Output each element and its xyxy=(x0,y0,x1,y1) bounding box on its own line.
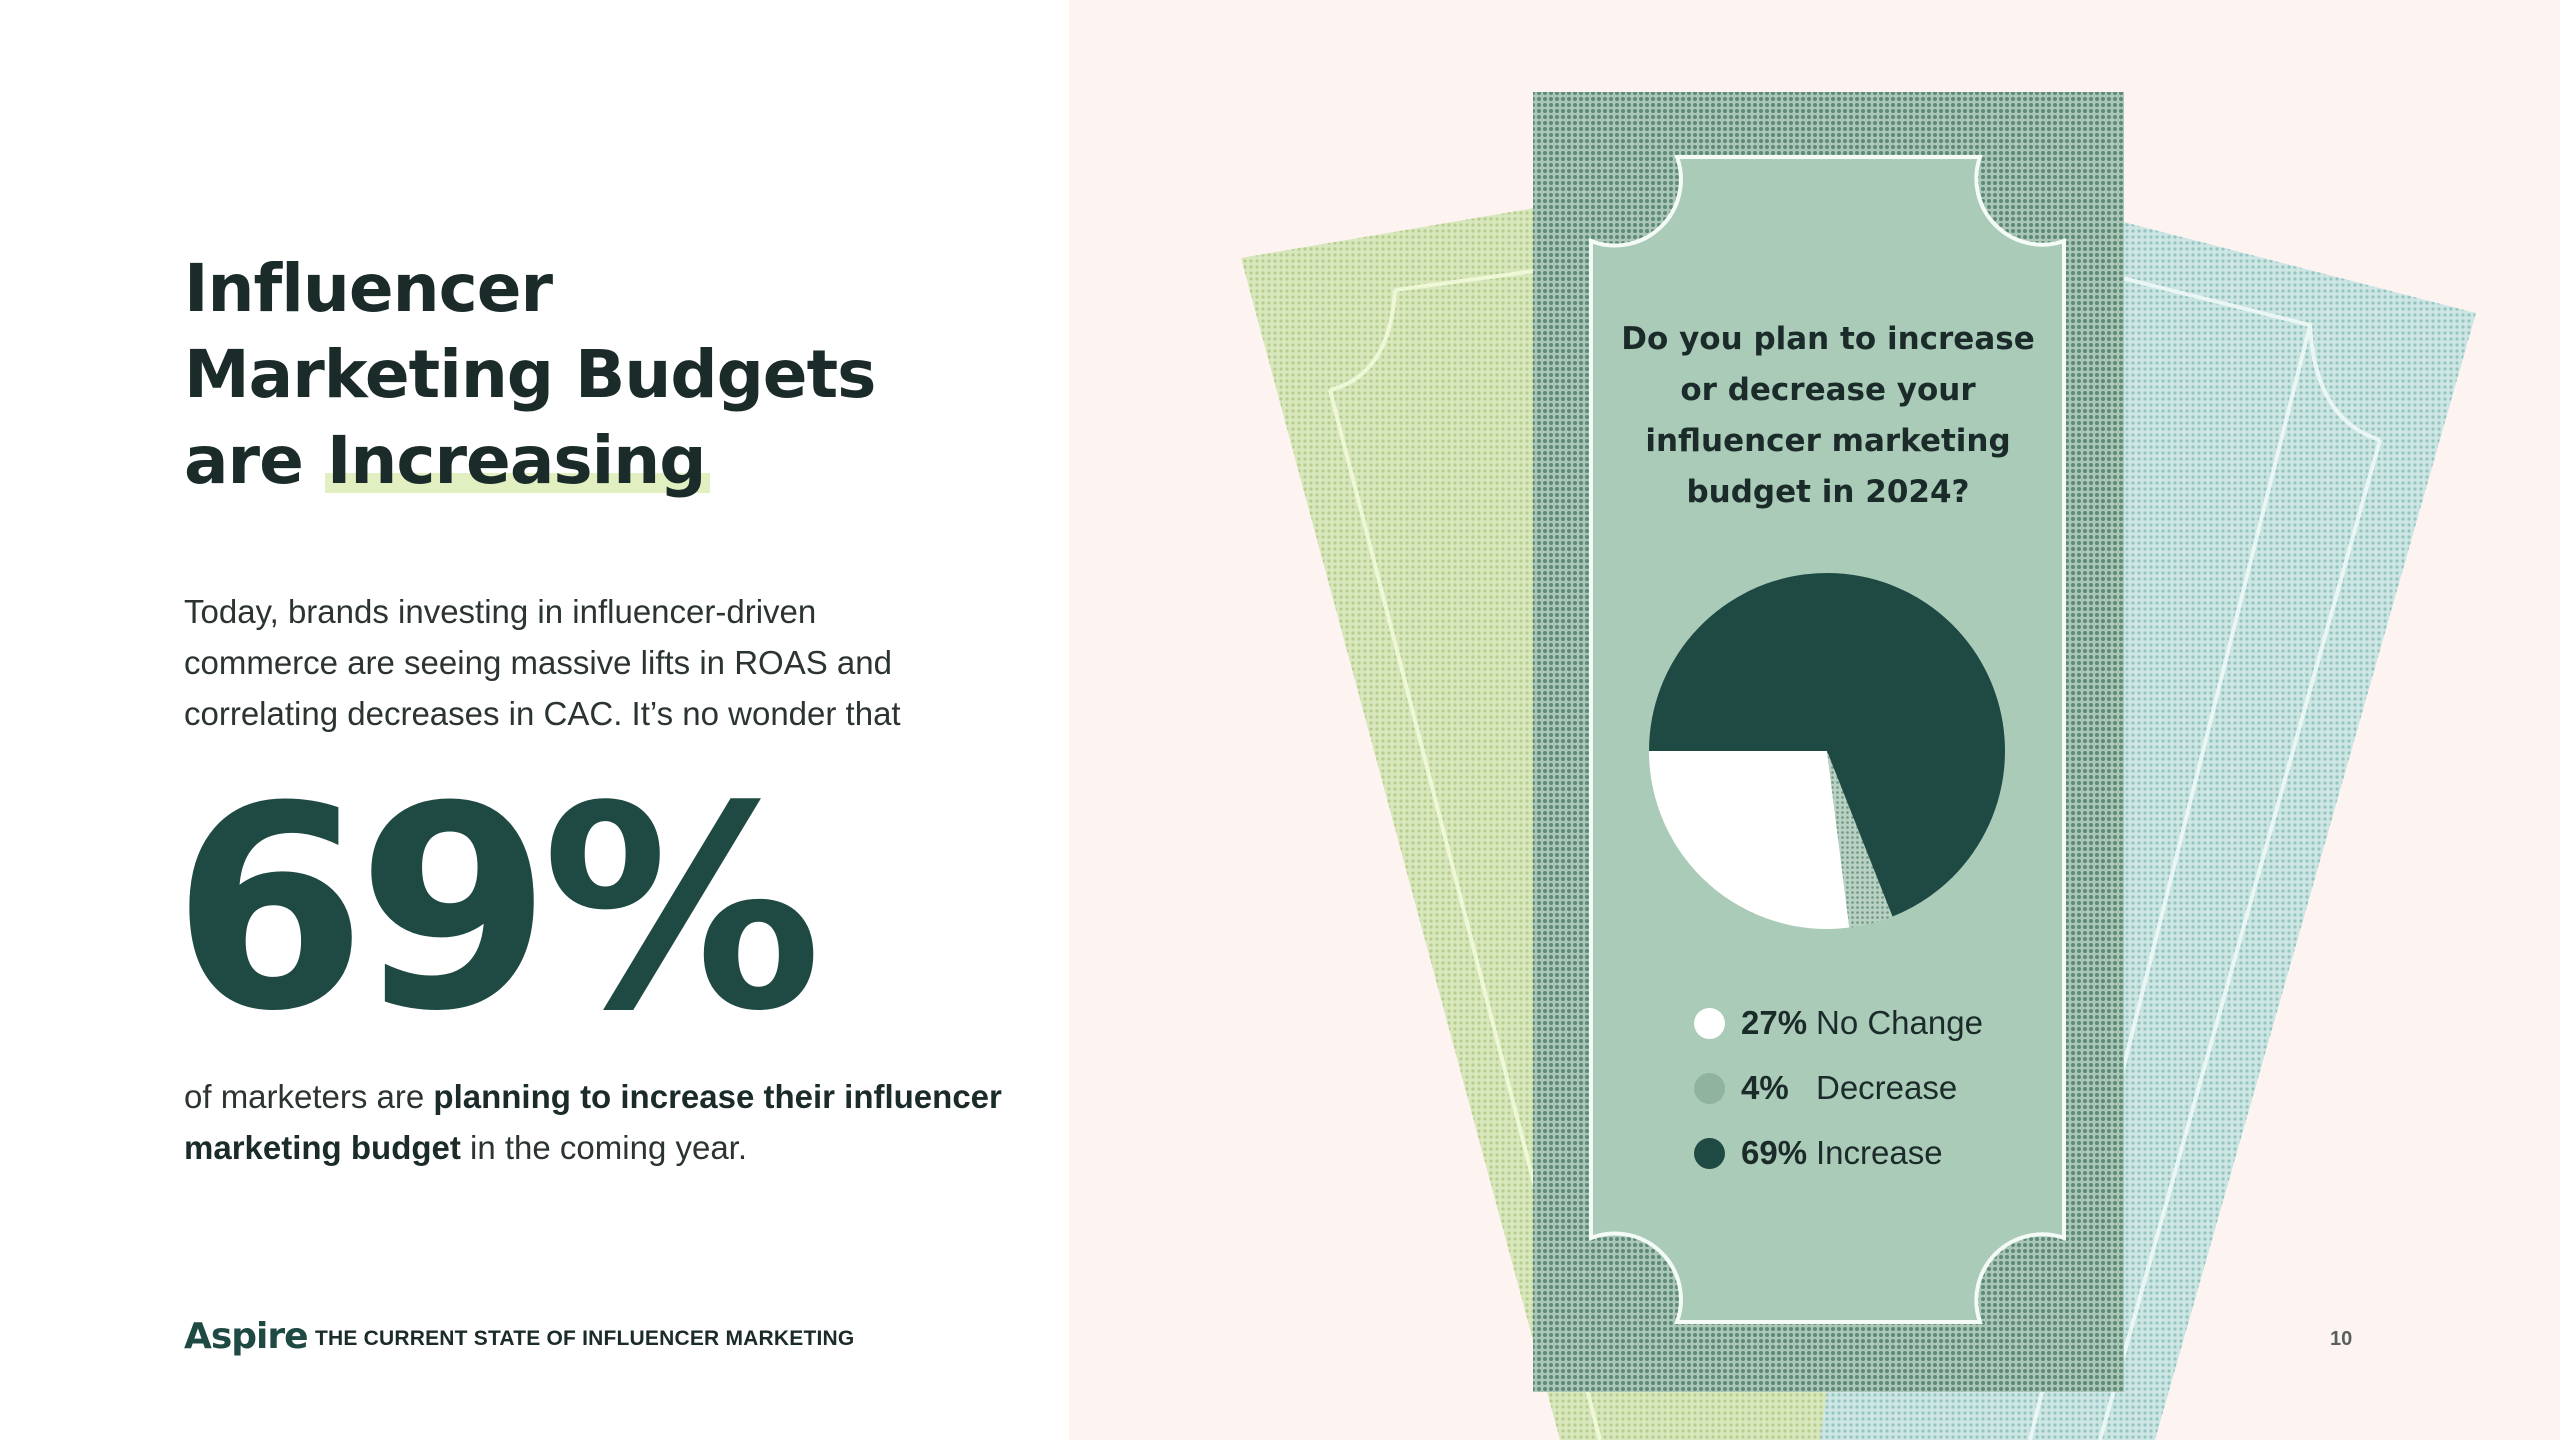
pie-slices xyxy=(1649,573,2005,930)
legend-item-decrease: 4% Decrease xyxy=(1694,1063,2074,1128)
aspire-logo: Aspire xyxy=(184,1316,309,1357)
legend-value-increase: 69% xyxy=(1741,1134,1808,1171)
title-line-2: Marketing Budgets xyxy=(184,336,876,413)
pie-chart xyxy=(1649,573,2005,930)
slide-title: Influencer Marketing Budgets are Increas… xyxy=(184,246,944,504)
big-statistic: 69% xyxy=(172,747,822,1073)
chart-legend: 27% No Change 4% Decrease 69% Increase xyxy=(1694,998,2074,1193)
pie-slice-decrease xyxy=(1827,751,1893,928)
legend-value-no-change: 27% xyxy=(1741,1004,1808,1041)
outro-paragraph: of marketers are planning to increase th… xyxy=(184,1071,1004,1173)
title-line-1: Influencer xyxy=(184,250,553,327)
pie-slice-no-change xyxy=(1649,751,1850,930)
legend-swatch-increase xyxy=(1694,1138,1725,1169)
legend-item-no-change: 27% No Change xyxy=(1694,998,2074,1063)
outro-bold: planning to increase their influencer ma… xyxy=(184,1078,1002,1166)
legend-value-decrease: 4% xyxy=(1741,1069,1789,1106)
intro-paragraph: Today, brands investing in influencer-dr… xyxy=(184,593,901,732)
legend-swatch-no-change xyxy=(1694,1008,1725,1039)
left-panel xyxy=(0,0,1069,1440)
legend-label-no-change: No Change xyxy=(1816,1004,1983,1041)
pie-slice-increase xyxy=(1649,573,2005,917)
legend-item-increase: 69% Increase xyxy=(1694,1128,2074,1193)
title-line-3: are Increasing xyxy=(184,418,944,504)
report-title: THE CURRENT STATE OF INFLUENCER MARKETIN… xyxy=(315,1327,855,1350)
outro-end: in the coming year. xyxy=(460,1129,748,1166)
chart-question: Do you plan to increase or decrease your… xyxy=(1621,321,2035,510)
page-number: 10 xyxy=(2330,1328,2353,1350)
legend-swatch-decrease xyxy=(1694,1073,1725,1104)
outro-start: of marketers are xyxy=(184,1078,434,1115)
legend-label-increase: Increase xyxy=(1816,1134,1943,1171)
legend-label-decrease: Decrease xyxy=(1816,1069,1958,1106)
title-line-3-text: are xyxy=(184,422,304,499)
title-highlight: Increasing xyxy=(324,422,710,499)
